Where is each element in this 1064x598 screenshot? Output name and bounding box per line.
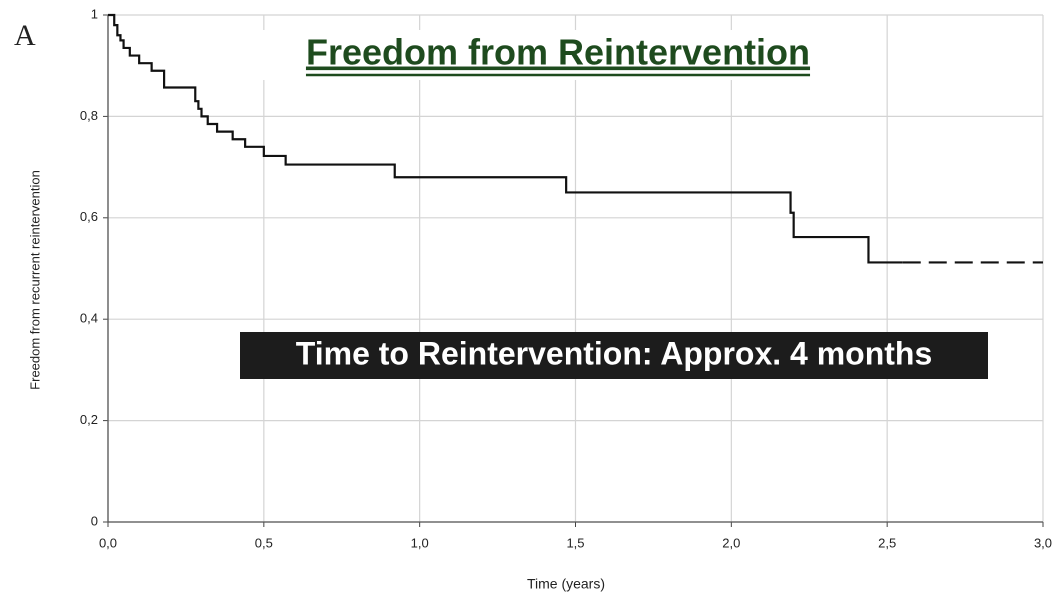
x-axis-label: Time (years) [527, 576, 605, 592]
y-tick-label: 0 [91, 513, 98, 528]
y-tick-label: 1 [91, 6, 98, 21]
panel-label: A [14, 19, 36, 52]
y-tick-label: 0,6 [80, 209, 98, 224]
x-tick-label: 2,0 [722, 535, 740, 550]
annotation: Time to Reintervention: Approx. 4 months [296, 335, 933, 371]
x-tick-label: 0,0 [99, 535, 117, 550]
x-tick-label: 1,0 [411, 535, 429, 550]
y-tick-label: 0,2 [80, 412, 98, 427]
x-tick-label: 0,5 [255, 535, 273, 550]
title-background [250, 30, 868, 80]
y-axis-label: Freedom from recurrent reintervention [27, 170, 42, 390]
x-tick-label: 1,5 [566, 535, 584, 550]
x-tick-label: 3,0 [1034, 535, 1052, 550]
x-tick-label: 2,5 [878, 535, 896, 550]
survival-line [108, 13, 903, 264]
annotation-box [240, 332, 988, 379]
y-tick-label: 0,8 [80, 108, 98, 123]
y-tick-label: 0,4 [80, 311, 98, 326]
chart-title: Freedom from Reintervention [306, 32, 810, 73]
